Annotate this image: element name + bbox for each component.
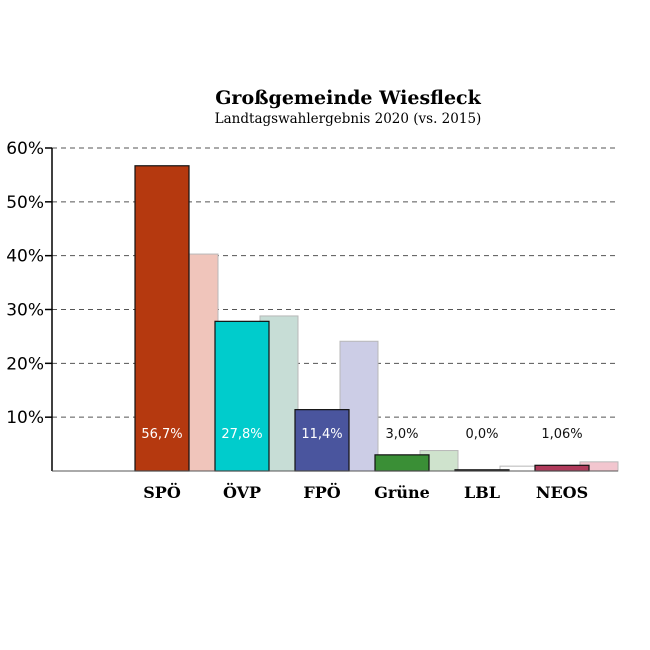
- bar-value-label: 11,4%: [301, 427, 342, 442]
- y-tick-label: 60%: [6, 139, 44, 159]
- x-category-label: FPÖ: [303, 482, 340, 502]
- bar-value-label: 1,06%: [541, 427, 582, 442]
- x-category-label: NEOS: [536, 483, 588, 502]
- x-category-label: Grüne: [374, 483, 430, 502]
- current-result-bars: [134, 165, 590, 472]
- bar-2020: [294, 409, 350, 472]
- chart-title: Großgemeinde Wiesfleck: [215, 87, 481, 109]
- bar-2020: [374, 454, 430, 472]
- bar-2020: [214, 320, 270, 472]
- chart-subtitle: Landtagswahlergebnis 2020 (vs. 2015): [215, 111, 482, 127]
- y-tick-label: 30%: [6, 301, 44, 321]
- y-tick-label: 40%: [6, 247, 44, 267]
- data-labels: 56,7% 27,8% 11,4% 3,0% 0,0% 1,06%: [141, 427, 582, 442]
- y-tick-label: 20%: [6, 354, 44, 374]
- bar-2020: [134, 165, 190, 472]
- bar-value-label: 3,0%: [385, 427, 418, 442]
- x-category-label: SPÖ: [143, 482, 181, 502]
- x-category-label: LBL: [464, 483, 500, 502]
- bar-2020: [534, 464, 590, 472]
- y-axis-ticks: 10% 20% 30% 40% 50% 60%: [6, 139, 52, 428]
- bar-value-label: 27,8%: [221, 427, 262, 442]
- bar-value-label: 56,7%: [141, 427, 182, 442]
- x-category-label: ÖVP: [223, 482, 261, 502]
- y-tick-label: 50%: [6, 193, 44, 213]
- bar-value-label: 0,0%: [465, 427, 498, 442]
- category-labels: SPÖ ÖVP FPÖ Grüne LBL NEOS: [143, 482, 588, 502]
- y-tick-label: 10%: [6, 408, 44, 428]
